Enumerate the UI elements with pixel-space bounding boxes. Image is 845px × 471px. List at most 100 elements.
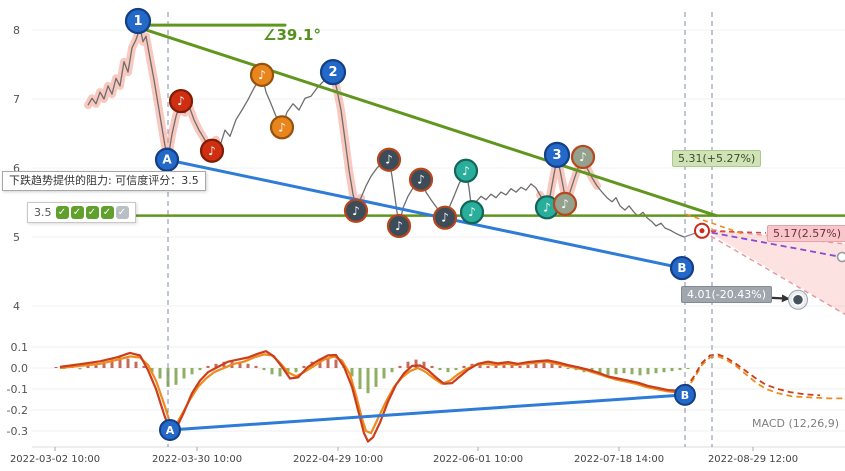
macd-histogram-bar (182, 368, 186, 379)
signal-marker[interactable]: ♪ (432, 205, 458, 230)
rating-icon: ✓ (115, 206, 129, 219)
point-b-marker[interactable]: B (669, 255, 695, 281)
macd-histogram-bar (278, 368, 282, 377)
macd-dea-forecast-line (684, 355, 845, 400)
y-tick-label: 4 (13, 300, 20, 313)
marker-circle (408, 167, 434, 192)
macd-point-b-marker[interactable]: B (674, 383, 696, 406)
rating-icon: ✓ (70, 206, 84, 219)
macd-histogram-bar (446, 368, 450, 373)
marker-glyph: ♪ (579, 150, 587, 164)
macd-histogram-bar (438, 368, 442, 371)
macd-ab-trendline[interactable] (168, 393, 687, 432)
macd-histogram-bar (326, 357, 330, 368)
macd-histogram-bar (654, 368, 658, 374)
y-tick-label: -0.3 (7, 425, 28, 438)
signal-marker[interactable]: ♪ (249, 62, 275, 87)
macd-dif-forecast-line (684, 353, 821, 397)
macd-histogram-bar (606, 368, 610, 376)
wave-marker-2[interactable]: 2 (319, 58, 347, 86)
resistance-price-label: 5.31(+5.27%) (672, 150, 762, 167)
macd-histogram-bar (302, 365, 306, 368)
signal-marker[interactable]: ♪ (386, 213, 412, 239)
current-price-dot (699, 228, 705, 234)
signal-marker[interactable]: ♪ (453, 158, 479, 183)
marker-circle (570, 144, 596, 170)
marker-circle (168, 88, 194, 114)
macd-histogram-bar (358, 368, 362, 389)
signal-marker[interactable]: ♪ (199, 138, 225, 163)
projection-band-bottom (702, 230, 845, 315)
marker-circle (319, 58, 347, 86)
macd-histogram-bar (262, 368, 266, 371)
macd-histogram-bar (550, 363, 554, 368)
y-tick-label: 0.1 (11, 341, 29, 354)
target-arrowhead (781, 294, 790, 303)
marker-circle (669, 255, 695, 281)
wave-marker-3[interactable]: 3 (543, 141, 571, 168)
signal-marker[interactable]: ♪ (408, 167, 434, 192)
signal-marker[interactable]: ♪ (552, 191, 578, 216)
confidence-score: 3.5 (34, 206, 52, 219)
macd-histogram-bar (390, 368, 394, 373)
macd-histogram-bar (246, 363, 250, 368)
macd-histogram-bar (494, 364, 498, 368)
macd-histogram-bar (254, 365, 258, 368)
macd-histogram-bar (630, 368, 634, 375)
signal-marker[interactable]: ♪ (269, 115, 295, 140)
macd-histogram-bar (518, 365, 522, 368)
signal-marker[interactable]: ♪ (343, 198, 369, 223)
y-tick-label: 5 (13, 231, 20, 244)
projection-red-line (701, 230, 767, 234)
projection-mid-price-label: 5.17(2.57%) (767, 225, 845, 242)
macd-histogram-bar (678, 368, 682, 371)
macd-point-a-marker[interactable]: A (159, 418, 181, 441)
signal-marker[interactable]: ♪ (459, 200, 485, 225)
marker-circle (376, 147, 402, 172)
signal-marker[interactable]: ♪ (168, 88, 194, 114)
projection-orange-line (685, 213, 743, 235)
marker-circle (199, 138, 225, 163)
macd-histogram-bar (350, 368, 354, 377)
marker-circle (386, 213, 412, 239)
macd-histogram-bar (398, 365, 402, 368)
macd-histogram-bar (206, 365, 210, 368)
purple-end-point (836, 251, 845, 263)
y-tick-label: 6 (13, 162, 20, 175)
marker-circle (269, 115, 295, 140)
macd-histogram-bar (646, 368, 650, 375)
signal-marker[interactable]: ♪ (376, 147, 402, 172)
marker-glyph: ♪ (441, 211, 449, 225)
macd-histogram-bar (534, 363, 538, 368)
target-price-point[interactable] (791, 293, 805, 307)
marker-circle (432, 205, 458, 230)
x-tick-label: 2022-06-01 10:00 (433, 454, 523, 465)
macd-histogram-bar (542, 362, 546, 368)
marker-circle (459, 200, 485, 225)
signal-marker[interactable]: ♪ (570, 144, 596, 170)
point-a-marker[interactable]: A (154, 147, 180, 172)
marker-glyph: A (166, 424, 175, 437)
macd-histogram-bar (158, 368, 162, 379)
rating-icon: ✓ (55, 206, 69, 219)
macd-histogram-bar (598, 368, 602, 375)
confidence-badge: 3.5 ✓ ✓ ✓ ✓ ✓ (27, 202, 136, 223)
marker-circle (543, 141, 571, 168)
macd-histogram-bar (238, 361, 242, 368)
marker-glyph: ♪ (561, 197, 569, 211)
marker-circle (159, 418, 181, 441)
marker-glyph: ♪ (468, 205, 476, 219)
macd-histogram-bar (614, 368, 618, 375)
marker-glyph: 1 (133, 14, 142, 29)
projection-band (703, 228, 845, 315)
wave-marker-1[interactable]: 1 (124, 7, 152, 35)
ab-trendline[interactable] (165, 158, 684, 270)
macd-histogram-bar (190, 368, 194, 375)
rating-icon: ✓ (100, 206, 114, 219)
macd-histogram-bar (622, 368, 626, 374)
resistance-diagonal-line[interactable] (138, 26, 718, 218)
macd-histogram-bar (118, 357, 122, 368)
macd-histogram-bar (406, 361, 410, 368)
